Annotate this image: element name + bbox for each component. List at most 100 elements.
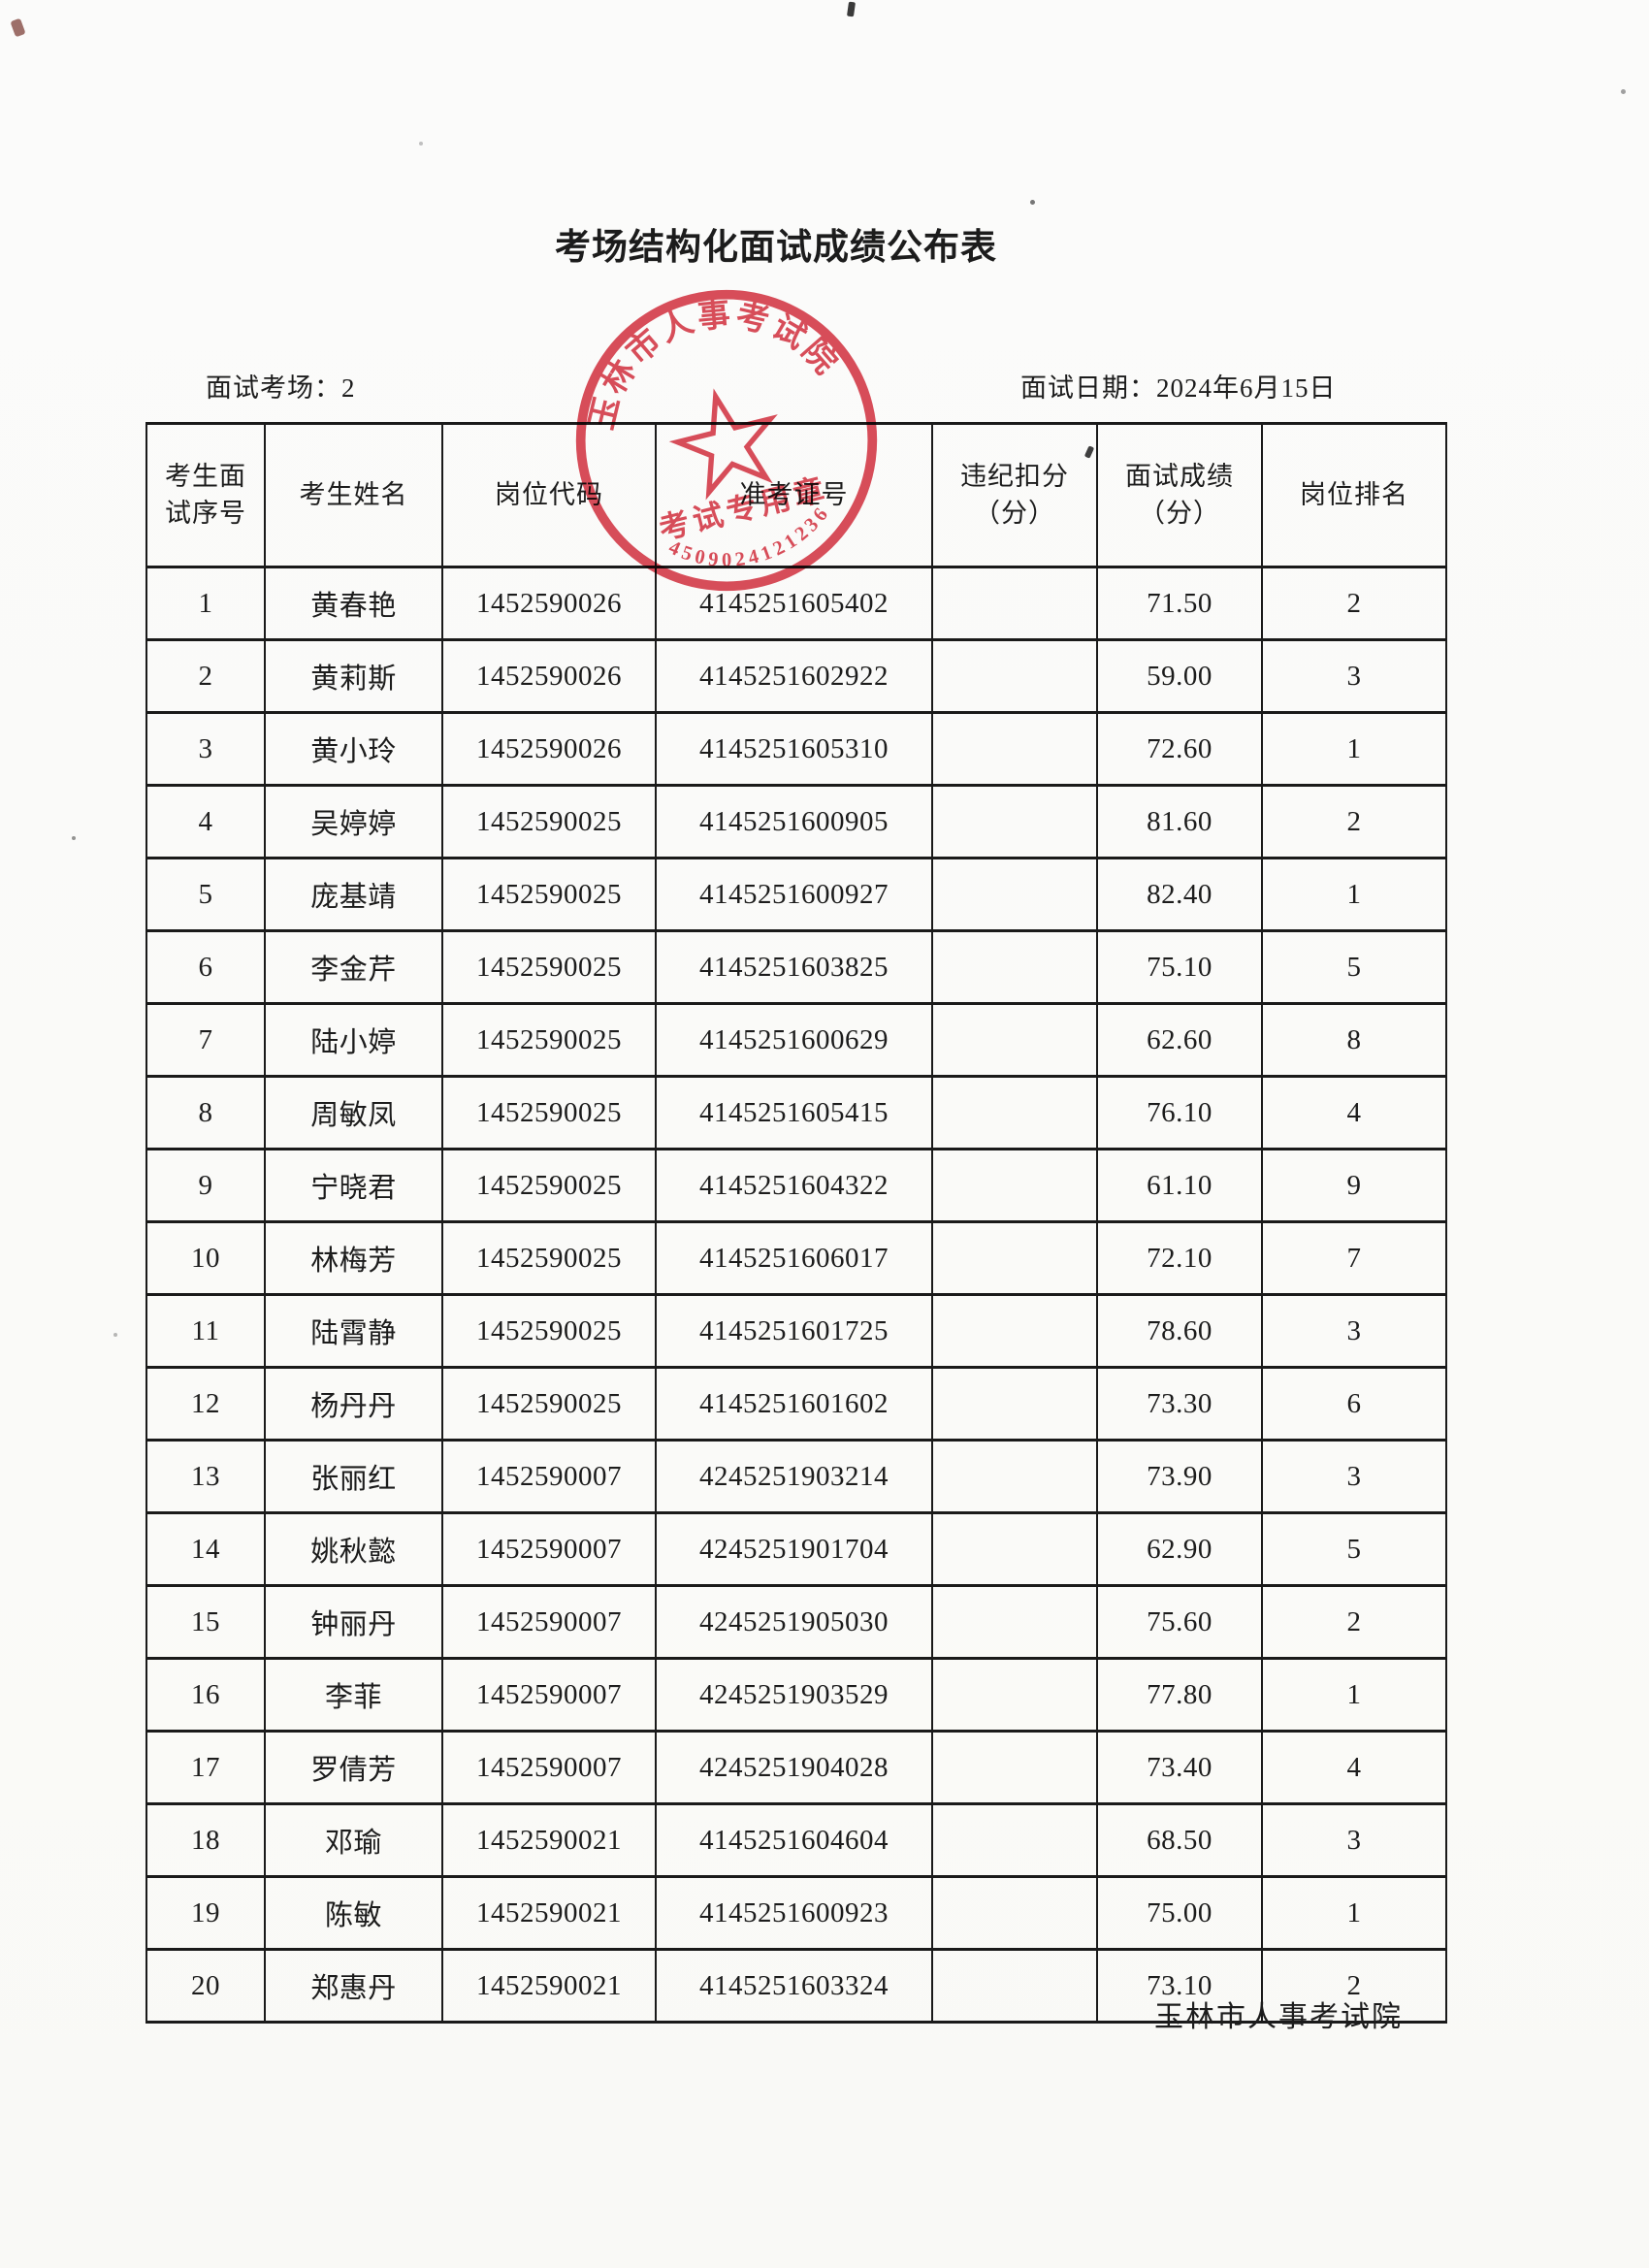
header-interview-score: 面试成绩 （分） xyxy=(1096,422,1263,568)
table-cell: 75.10 xyxy=(1096,929,1263,1005)
table-cell: 1452590025 xyxy=(441,1075,657,1150)
table-cell xyxy=(931,1657,1098,1733)
table-cell: 1452590025 xyxy=(441,857,657,932)
table-cell: 6 xyxy=(1261,1366,1447,1442)
table-cell: 4145251604322 xyxy=(655,1148,933,1223)
table-cell: 9 xyxy=(146,1148,266,1223)
table-cell: 18 xyxy=(146,1802,266,1878)
table-cell: 3 xyxy=(146,711,266,787)
table-cell: 1452590025 xyxy=(441,1366,657,1442)
table-cell: 15 xyxy=(146,1584,266,1660)
table-cell: 1 xyxy=(1261,1657,1447,1733)
table-cell xyxy=(931,1075,1098,1150)
table-cell: 4145251603324 xyxy=(655,1948,933,2024)
table-cell: 3 xyxy=(1261,1293,1447,1369)
table-row: 12 杨丹丹 1452590025 4145251601602 73.30 6 xyxy=(146,1366,1447,1442)
table-cell: 1452590007 xyxy=(441,1439,657,1514)
table-cell: 76.10 xyxy=(1096,1075,1263,1150)
table-cell: 6 xyxy=(146,929,266,1005)
table-row: 3 黄小玲 1452590026 4145251605310 72.60 1 xyxy=(146,711,1447,787)
table-row: 4 吴婷婷 1452590025 4145251600905 81.60 2 xyxy=(146,784,1447,859)
table-cell: 72.60 xyxy=(1096,711,1263,787)
table-cell: 71.50 xyxy=(1096,566,1263,641)
table-cell xyxy=(931,711,1098,787)
table-cell: 4145251600905 xyxy=(655,784,933,859)
table-cell: 陆小婷 xyxy=(264,1002,443,1078)
table-cell: 16 xyxy=(146,1657,266,1733)
table-cell: 3 xyxy=(1261,1802,1447,1878)
table-cell: 1452590026 xyxy=(441,711,657,787)
table-cell: 陆霄静 xyxy=(264,1293,443,1369)
table-cell: 3 xyxy=(1261,1439,1447,1514)
table-cell xyxy=(931,638,1098,714)
table-cell: 17 xyxy=(146,1730,266,1805)
table-cell: 4145251604604 xyxy=(655,1802,933,1878)
table-cell: 1452590025 xyxy=(441,1220,657,1296)
table-cell: 4245251903529 xyxy=(655,1657,933,1733)
page-title: 考场结构化面试成绩公布表 xyxy=(555,228,997,268)
table-cell: 2 xyxy=(1261,784,1447,859)
header-penalty-points: 违纪扣分 （分） xyxy=(931,422,1098,568)
table-cell: 20 xyxy=(146,1948,266,2024)
table-cell xyxy=(931,857,1098,932)
table-cell: 82.40 xyxy=(1096,857,1263,932)
table-cell: 黄小玲 xyxy=(264,711,443,787)
table-cell: 4145251601725 xyxy=(655,1293,933,1369)
table-cell: 5 xyxy=(146,857,266,932)
header-position-rank: 岗位排名 xyxy=(1261,422,1447,568)
scan-speck xyxy=(113,1333,117,1337)
table-cell xyxy=(931,1511,1098,1587)
table-cell: 10 xyxy=(146,1220,266,1296)
table-cell: 8 xyxy=(146,1075,266,1150)
table-cell: 1452590025 xyxy=(441,929,657,1005)
issuing-authority: 玉林市人事考试院 xyxy=(1154,2001,1403,2033)
table-row: 8 周敏凤 1452590025 4145251605415 76.10 4 xyxy=(146,1075,1447,1150)
table-cell: 陈敏 xyxy=(264,1875,443,1951)
table-cell: 1452590025 xyxy=(441,1002,657,1078)
table-cell: 4 xyxy=(1261,1730,1447,1805)
table-cell: 李金芹 xyxy=(264,929,443,1005)
table-row: 18 邓瑜 1452590021 4145251604604 68.50 3 xyxy=(146,1802,1447,1878)
table-cell: 4245251903214 xyxy=(655,1439,933,1514)
table-row: 14 姚秋懿 1452590007 4245251901704 62.90 5 xyxy=(146,1511,1447,1587)
exam-room-label: 面试考场：2 xyxy=(206,373,356,403)
table-cell xyxy=(931,1439,1098,1514)
table-cell: 4145251605415 xyxy=(655,1075,933,1150)
table-cell: 1452590021 xyxy=(441,1802,657,1878)
table-cell: 62.60 xyxy=(1096,1002,1263,1078)
header-position-code: 岗位代码 xyxy=(441,422,657,568)
table-cell: 77.80 xyxy=(1096,1657,1263,1733)
table-row: 9 宁晓君 1452590025 4145251604322 61.10 9 xyxy=(146,1148,1447,1223)
header-candidate-seq: 考生面 试序号 xyxy=(146,422,266,568)
table-header-row: 考生面 试序号 考生姓名 岗位代码 准考证号 违纪扣分 （分） 面试成绩 （分）… xyxy=(146,422,1447,568)
table-cell xyxy=(931,1584,1098,1660)
stamp-org-text: 玉林市人事考试院 xyxy=(561,269,850,441)
table-cell xyxy=(931,784,1098,859)
table-cell: 73.10 xyxy=(1096,1948,1263,2024)
table-cell: 4145251605310 xyxy=(655,711,933,787)
table-cell: 张丽红 xyxy=(264,1439,443,1514)
table-cell: 邓瑜 xyxy=(264,1802,443,1878)
interview-score-table: 考生面 试序号 考生姓名 岗位代码 准考证号 违纪扣分 （分） 面试成绩 （分）… xyxy=(146,422,1447,2024)
table-cell: 4145251606017 xyxy=(655,1220,933,1296)
table-cell: 4145251600927 xyxy=(655,857,933,932)
table-cell: 78.60 xyxy=(1096,1293,1263,1369)
table-cell xyxy=(931,1148,1098,1223)
table-cell: 73.30 xyxy=(1096,1366,1263,1442)
table-row: 19 陈敏 1452590021 4145251600923 75.00 1 xyxy=(146,1875,1447,1951)
table-row: 2 黄莉斯 1452590026 4145251602922 59.00 3 xyxy=(146,638,1447,714)
table-row: 7 陆小婷 1452590025 4145251600629 62.60 8 xyxy=(146,1002,1447,1078)
table-cell: 1452590007 xyxy=(441,1657,657,1733)
table-cell: 1452590021 xyxy=(441,1948,657,2024)
table-cell: 4145251602922 xyxy=(655,638,933,714)
table-cell xyxy=(931,929,1098,1005)
table-cell: 林梅芳 xyxy=(264,1220,443,1296)
scan-speck xyxy=(72,836,76,840)
table-cell xyxy=(931,1802,1098,1878)
table-cell: 72.10 xyxy=(1096,1220,1263,1296)
table-cell: 9 xyxy=(1261,1148,1447,1223)
table-cell: 4 xyxy=(146,784,266,859)
table-cell xyxy=(931,1002,1098,1078)
table-cell: 4 xyxy=(1261,1075,1447,1150)
table-cell: 3 xyxy=(1261,638,1447,714)
